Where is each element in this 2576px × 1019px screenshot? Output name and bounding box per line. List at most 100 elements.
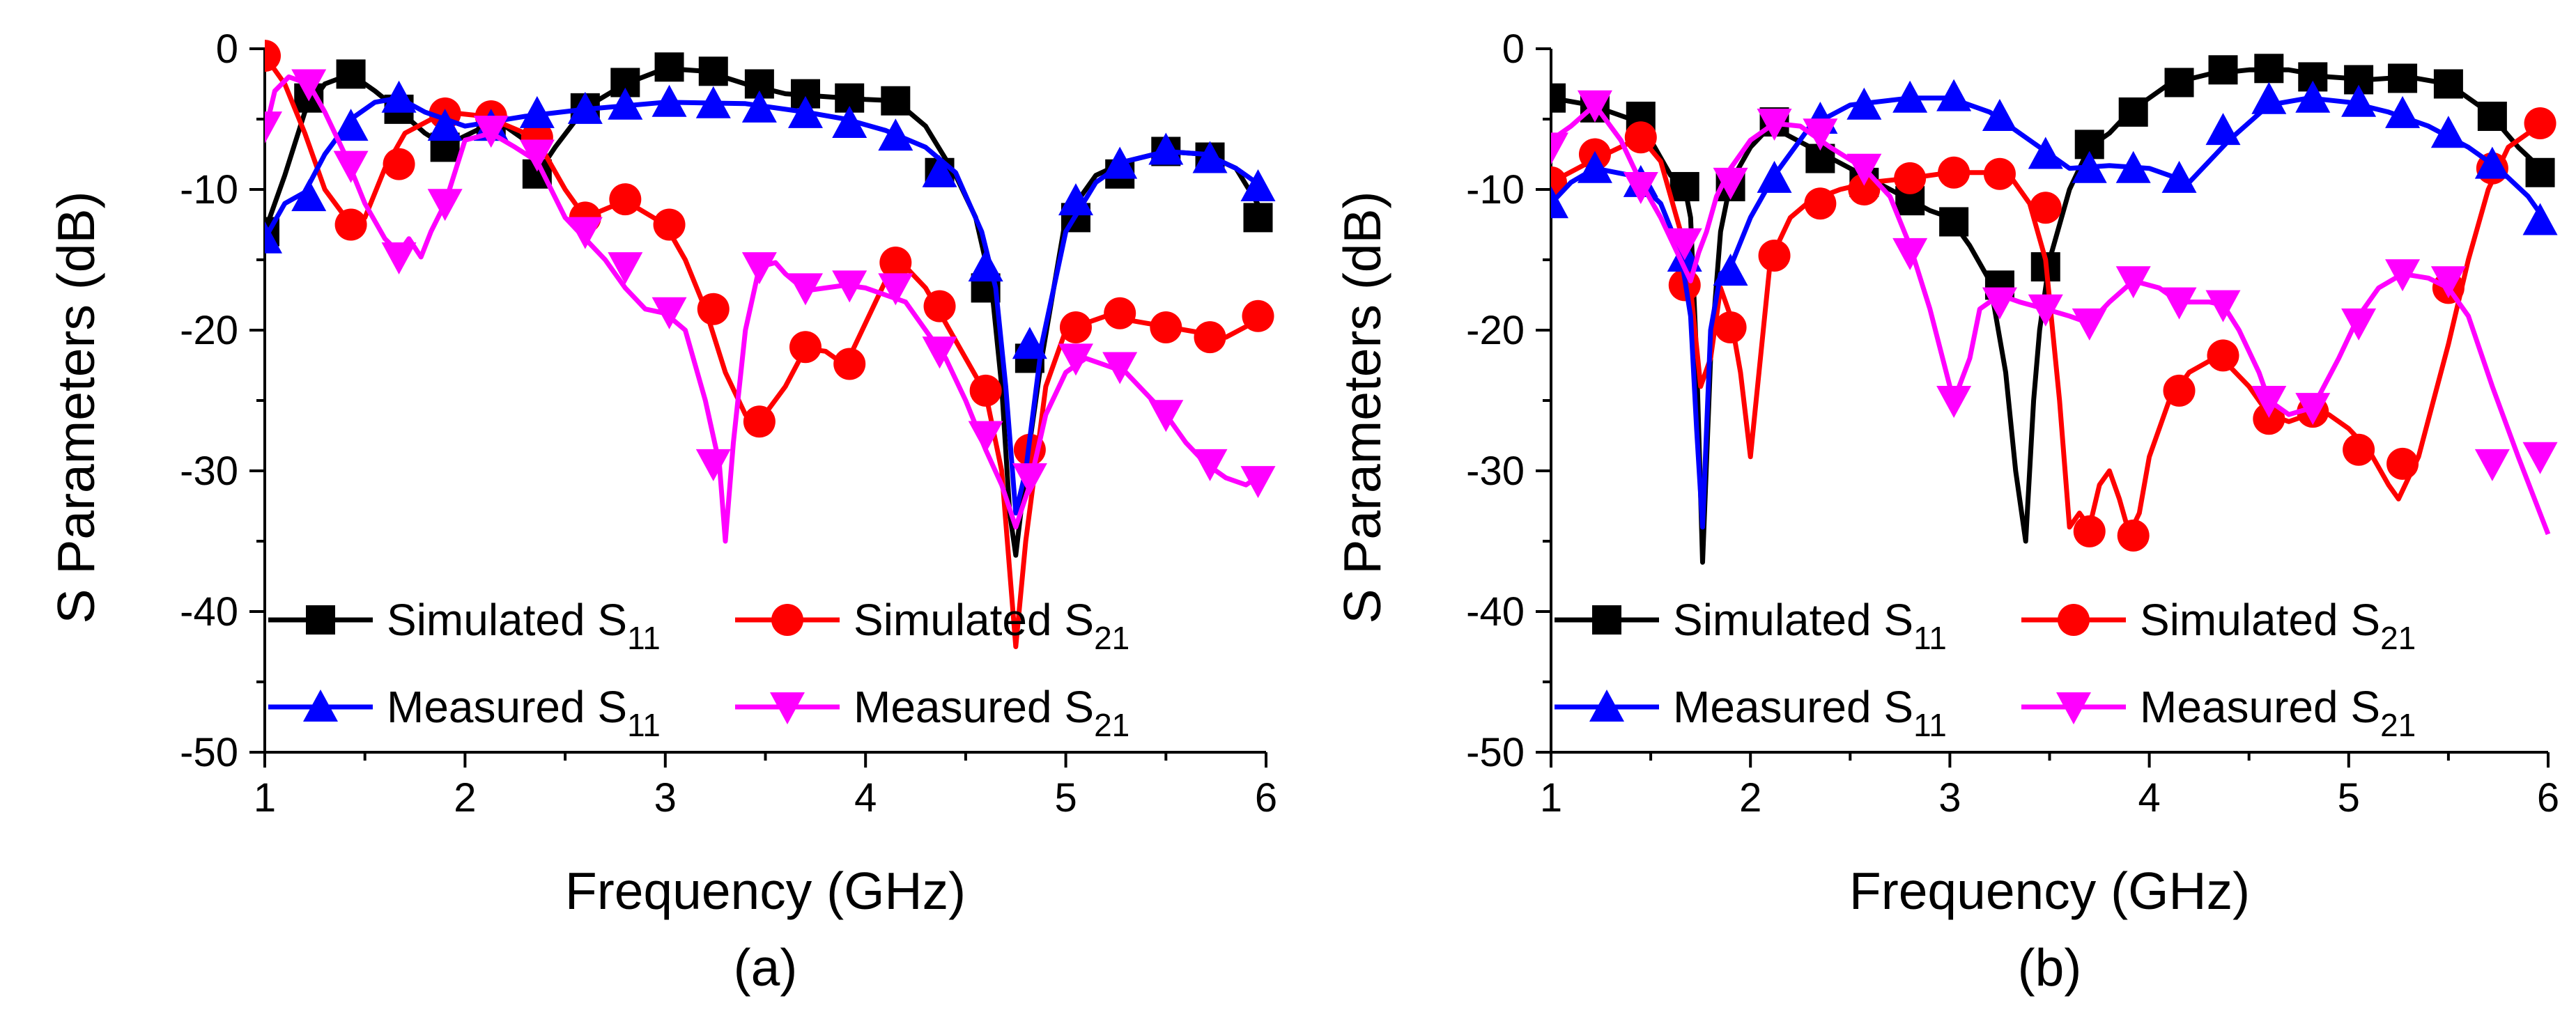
data-point-marker — [2295, 393, 2331, 426]
x-tick-label: 4 — [2138, 775, 2160, 820]
legend-label: Simulated S21 — [2140, 595, 2416, 656]
data-point-marker — [1551, 83, 1566, 113]
data-point-marker — [1936, 386, 1972, 418]
y-tick-label: -20 — [180, 308, 238, 353]
data-point-marker — [2388, 63, 2418, 93]
data-point-marker — [2386, 447, 2419, 480]
data-point-marker — [741, 90, 777, 123]
data-point-marker — [787, 95, 823, 128]
legend-label-main: Measured S — [854, 682, 1094, 732]
data-point-marker — [519, 139, 555, 172]
data-point-marker — [427, 189, 463, 221]
chart-panel-b: 1 2 3 4 5 6 0 -10 -20 -30 -40 -50 Frequency (GHz) S P… — [1333, 26, 2559, 997]
x-tick-label: 1 — [1540, 775, 1562, 820]
data-point-marker — [1243, 203, 1273, 233]
y-tick-label: 0 — [216, 26, 238, 72]
legend-label-subscript: 21 — [1094, 620, 1129, 656]
x-tick-label: 2 — [454, 775, 476, 820]
data-point-marker — [1194, 321, 1226, 354]
y-tick-label: -30 — [180, 449, 238, 494]
legend-item: Simulated S21 — [2021, 595, 2416, 656]
legend: Simulated S 11 Simulated S21 Measured S11 Me… — [1555, 595, 2416, 743]
data-point-marker — [333, 109, 369, 141]
data-point-marker — [1240, 169, 1276, 201]
data-point-marker — [969, 374, 1002, 407]
legend: Simulated S11 Simulated S21 Measured S11 Me… — [268, 595, 1129, 743]
legend-label-main: Simulated S — [2140, 595, 2380, 645]
data-point-marker — [265, 221, 282, 254]
data-point-marker — [2385, 259, 2421, 292]
data-point-marker — [2343, 433, 2375, 466]
data-point-marker — [741, 252, 777, 285]
series-line — [265, 95, 1268, 516]
data-point-marker — [2341, 308, 2377, 341]
legend-item: Simulated S11 — [268, 595, 661, 656]
legend-label: Measured S11 — [1673, 682, 1947, 743]
data-point-marker — [519, 95, 555, 128]
data-point-marker — [1939, 207, 1969, 237]
y-tick-label: -50 — [180, 730, 238, 775]
y-tick-label: -40 — [1466, 589, 1525, 635]
data-point-marker — [608, 252, 643, 285]
data-point-marker — [2524, 107, 2556, 140]
data-point-marker — [2208, 55, 2238, 85]
data-point-marker — [2430, 116, 2466, 148]
series-measured-s21 — [1551, 90, 2558, 536]
data-point-marker — [1059, 311, 1092, 343]
data-point-marker — [2164, 68, 2194, 98]
data-point-marker — [1148, 132, 1184, 165]
plot-area — [265, 40, 1276, 649]
data-point-marker — [923, 290, 956, 322]
data-point-marker — [1240, 466, 1276, 499]
data-point-marker — [2118, 97, 2148, 127]
data-point-marker — [1058, 343, 1093, 376]
data-point-marker — [265, 111, 282, 144]
data-point-marker — [2522, 442, 2558, 474]
plot-area — [1551, 54, 2558, 565]
legend-marker-swatch — [2056, 692, 2091, 724]
data-point-marker — [2205, 290, 2241, 322]
legend-marker-swatch — [303, 690, 338, 722]
data-point-marker — [1624, 121, 1657, 154]
data-point-marker — [1148, 400, 1184, 433]
data-point-marker — [2254, 54, 2284, 84]
series-line — [265, 54, 1267, 649]
y-tick-label: 0 — [1502, 26, 1525, 72]
data-point-marker — [473, 116, 509, 148]
legend-label-subscript: 11 — [1913, 707, 1947, 743]
data-point-marker — [968, 421, 1003, 453]
legend-item: Simulated S21 — [735, 595, 1129, 656]
data-point-marker — [922, 155, 957, 187]
data-point-marker — [2072, 150, 2107, 183]
data-point-marker — [2433, 69, 2463, 99]
y-tick-label: -40 — [180, 589, 238, 635]
data-point-marker — [922, 336, 957, 369]
legend-label-subscript: 21 — [2380, 620, 2416, 656]
data-point-marker — [1757, 160, 1792, 193]
data-point-marker — [1242, 300, 1274, 332]
data-point-marker — [787, 273, 823, 306]
x-tick-label: 3 — [654, 775, 677, 820]
series-measured-s11 — [265, 80, 1276, 516]
legend-label: Simulated S11 — [387, 595, 661, 656]
legend-label: Measured S21 — [2140, 682, 2416, 743]
legend-marker-swatch — [770, 692, 805, 724]
x-tick-label: 5 — [2338, 775, 2360, 820]
data-point-marker — [1192, 449, 1228, 481]
data-point-marker — [1577, 150, 1612, 183]
data-point-marker — [1551, 186, 1568, 219]
data-point-marker — [336, 59, 366, 89]
legend-label: Measured S11 — [387, 682, 661, 743]
data-point-marker — [1714, 311, 1747, 343]
data-point-marker — [2341, 84, 2377, 117]
legend-label-main: Simulated S — [854, 595, 1094, 645]
x-tick-label: 2 — [1739, 775, 1761, 820]
x-tick-label: 6 — [1255, 775, 1277, 820]
data-point-marker — [2115, 150, 2151, 183]
legend-item: Measured S21 — [2021, 682, 2416, 743]
data-point-marker — [878, 273, 913, 306]
data-point-marker — [1894, 162, 1927, 194]
data-point-marker — [2205, 113, 2241, 146]
data-point-marker — [1982, 98, 2017, 131]
data-point-marker — [2385, 95, 2421, 128]
